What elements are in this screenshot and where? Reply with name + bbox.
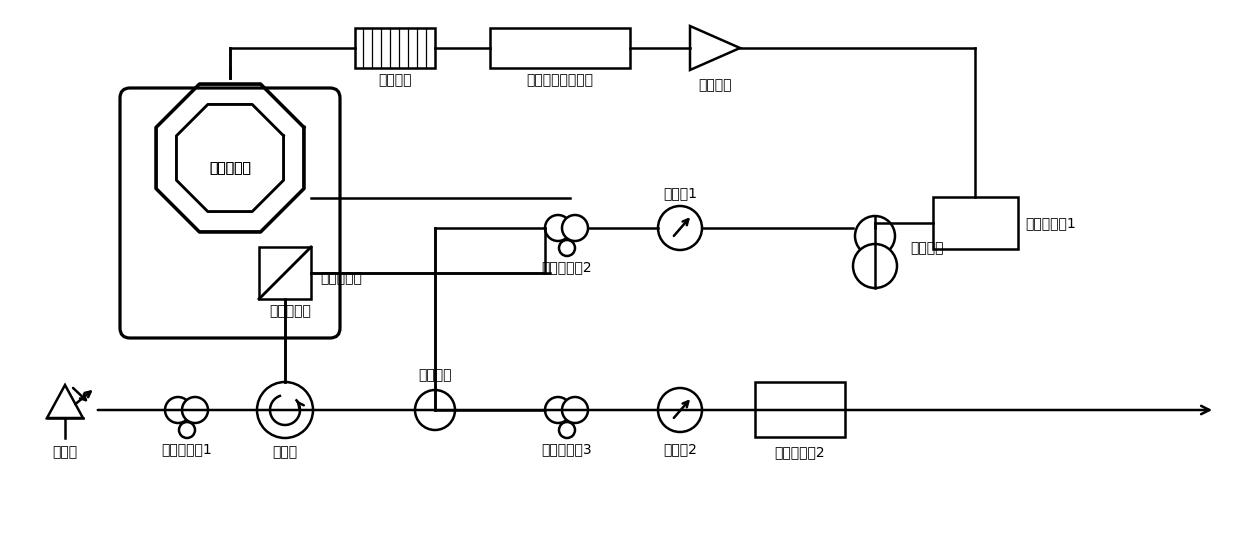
Text: 电放大器: 电放大器: [698, 78, 732, 92]
Circle shape: [562, 215, 588, 241]
Circle shape: [415, 390, 455, 430]
Text: 相位调制器: 相位调制器: [210, 161, 250, 175]
Text: 偏振控制器3: 偏振控制器3: [542, 442, 593, 456]
Text: 单模光纤: 单模光纤: [910, 241, 944, 255]
Circle shape: [658, 388, 702, 432]
Text: 相位调制器: 相位调制器: [210, 161, 250, 175]
Text: 环形器: 环形器: [273, 445, 298, 459]
Text: 起偏器1: 起偏器1: [663, 186, 697, 200]
Bar: [259, 247, 311, 299]
Text: 电移相器: 电移相器: [378, 73, 412, 87]
Text: 偏振控制器1: 偏振控制器1: [161, 442, 212, 456]
Text: 光电探测器2: 光电探测器2: [775, 445, 826, 459]
Bar: [259, 247, 311, 299]
Text: 偏振分束器: 偏振分束器: [320, 271, 362, 285]
Circle shape: [856, 216, 895, 256]
Circle shape: [559, 240, 575, 256]
Circle shape: [853, 244, 897, 288]
Circle shape: [257, 382, 312, 438]
Text: 光耦合器: 光耦合器: [418, 368, 451, 382]
Circle shape: [182, 397, 208, 423]
Circle shape: [562, 397, 588, 423]
Text: 激光源: 激光源: [52, 445, 78, 459]
Text: 可调谐带通滤波器: 可调谐带通滤波器: [527, 73, 594, 87]
Bar: [490, 28, 630, 68]
Text: 起偏器2: 起偏器2: [663, 442, 697, 456]
Text: 光电探测器1: 光电探测器1: [1025, 216, 1076, 230]
Text: 偏振分束器: 偏振分束器: [269, 304, 311, 318]
Bar: [355, 28, 435, 68]
Circle shape: [179, 422, 195, 438]
Text: 偏振控制器2: 偏振控制器2: [542, 260, 593, 274]
Bar: [755, 382, 844, 437]
Circle shape: [559, 422, 575, 438]
Circle shape: [165, 397, 191, 423]
Circle shape: [546, 215, 570, 241]
Bar: [932, 197, 1018, 249]
Circle shape: [546, 397, 570, 423]
FancyBboxPatch shape: [120, 88, 340, 338]
Circle shape: [658, 206, 702, 250]
